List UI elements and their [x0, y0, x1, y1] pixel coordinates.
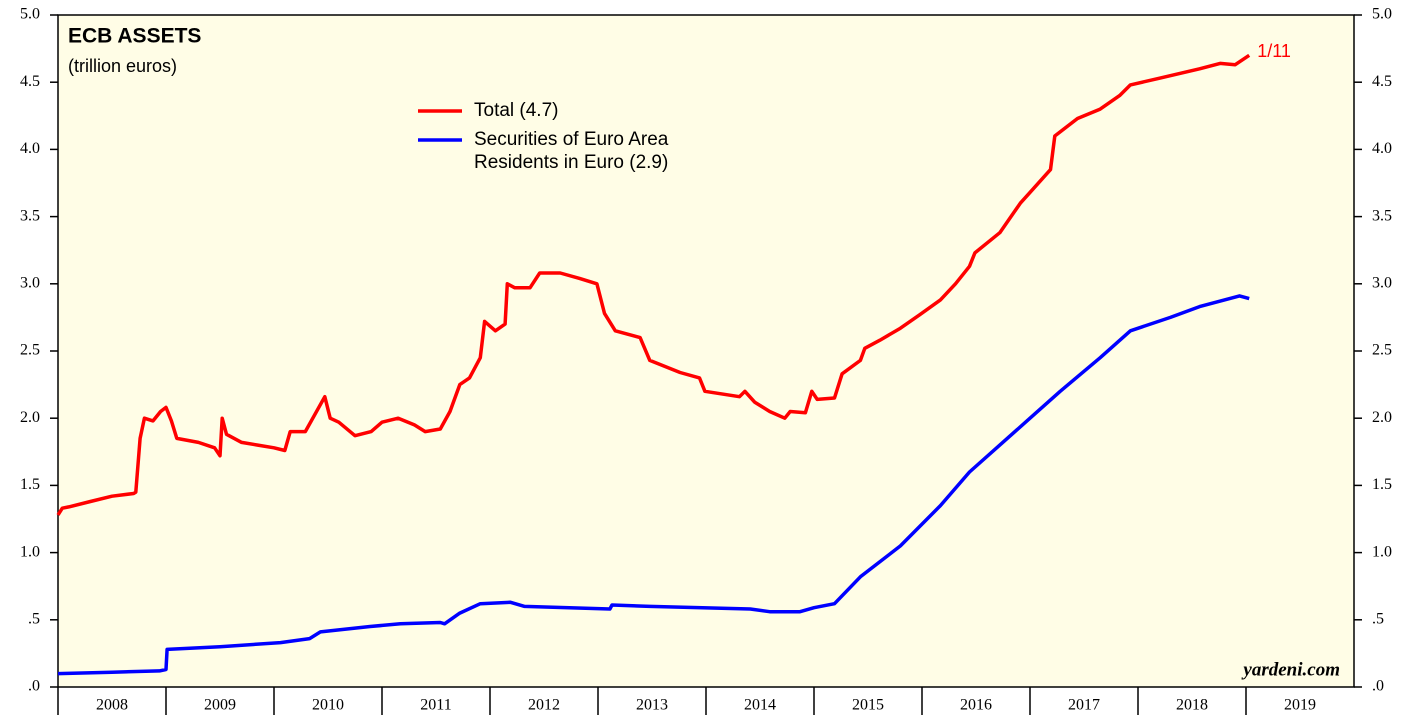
x-tick-label: 2010: [312, 697, 344, 714]
x-tick-label: 2012: [528, 697, 560, 714]
x-tick-label: 2014: [744, 697, 776, 714]
y-tick-label: 1.5: [20, 476, 40, 493]
y-tick-label: .0: [28, 678, 40, 695]
y2-tick-label: 2.0: [1372, 409, 1392, 426]
y-tick-label: 4.5: [20, 73, 40, 90]
chart-title: ECB ASSETS: [68, 25, 201, 48]
legend-label: Total (4.7): [474, 100, 559, 121]
y2-tick-label: 2.5: [1372, 342, 1392, 359]
y-tick-label: 3.0: [20, 274, 40, 291]
legend-entry: Securities of Euro Area Residents in Eur…: [474, 129, 669, 173]
x-tick-label: 2017: [1068, 697, 1100, 714]
y-tick-label: 3.5: [20, 207, 40, 224]
x-tick-label: 2011: [420, 697, 451, 714]
y-tick-label: 4.0: [20, 140, 40, 157]
legend-entry: Total (4.7): [474, 100, 559, 121]
x-tick-label: 2015: [852, 697, 884, 714]
series-line: [57, 294, 1250, 676]
y-tick-label: .5: [28, 610, 40, 627]
y2-tick-label: .5: [1372, 610, 1384, 627]
x-tick-label: 2013: [636, 697, 668, 714]
y2-tick-label: 4.5: [1372, 73, 1392, 90]
x-tick-label: 2016: [960, 697, 992, 714]
plot-area: [57, 14, 1355, 688]
y-tick-label: 2.5: [20, 342, 40, 359]
end-annotation: 1/11: [1257, 41, 1291, 61]
y-tick-label: 2.0: [20, 409, 40, 426]
series-line: [56, 53, 1251, 516]
x-tick-label: 2019: [1284, 697, 1316, 714]
y2-tick-label: 4.0: [1372, 140, 1392, 157]
chart-subtitle: (trillion euros): [68, 56, 177, 76]
y2-tick-label: 3.0: [1372, 274, 1392, 291]
x-tick-label: 2008: [96, 697, 128, 714]
y2-tick-label: .0: [1372, 678, 1384, 695]
y2-tick-label: 5.0: [1372, 6, 1392, 23]
source: yardeni.com: [1241, 659, 1340, 680]
legend-label: Securities of Euro Area Residents in Eur…: [474, 129, 669, 173]
y2-tick-label: 1.5: [1372, 476, 1392, 493]
y2-tick-label: 3.5: [1372, 207, 1392, 224]
y-tick-label: 1.0: [20, 543, 40, 560]
x-tick-label: 2009: [204, 697, 236, 714]
y2-tick-label: 1.0: [1372, 543, 1392, 560]
y-tick-label: 5.0: [20, 6, 40, 23]
x-tick-label: 2018: [1176, 697, 1208, 714]
